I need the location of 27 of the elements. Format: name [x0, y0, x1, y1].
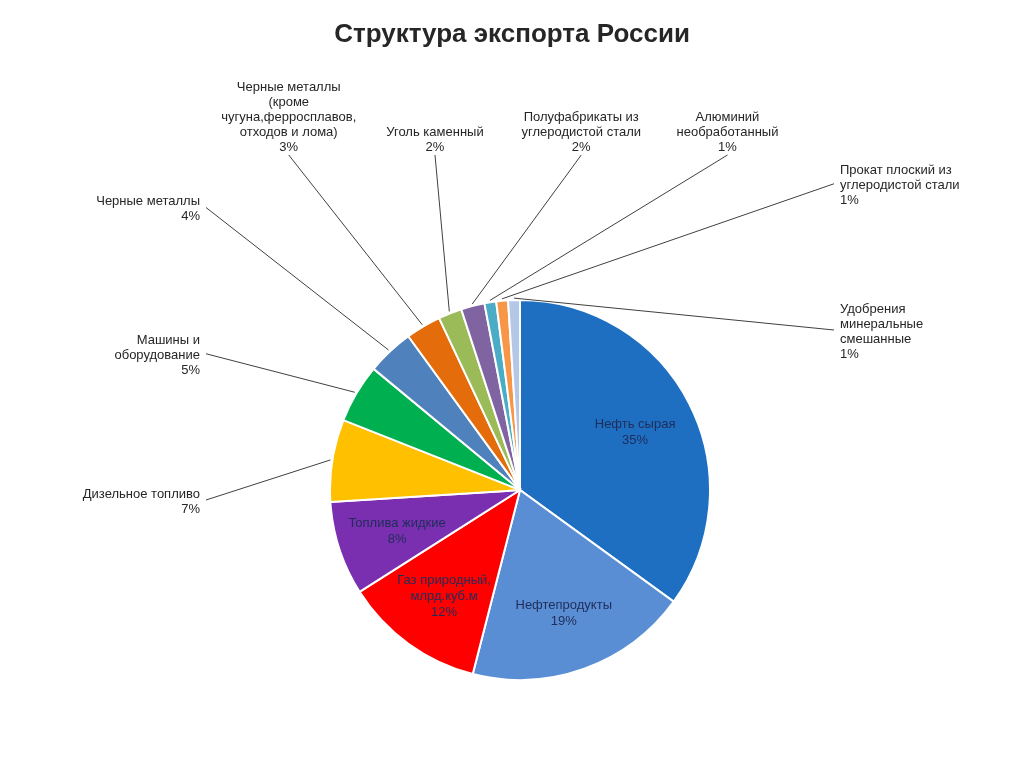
- slice-label: Полуфабрикаты из углеродистой стали: [521, 108, 642, 139]
- slice-label: Черные металлы (кроме чугуна,ферросплавов, отходов и лома): [221, 78, 357, 139]
- slice-label: Прокат плоский из углеродистой стали: [840, 161, 960, 192]
- data-label: 8%: [387, 530, 407, 546]
- slice-label: Машины и оборудование: [114, 331, 200, 362]
- slice-label: Нефть сырая: [594, 415, 676, 431]
- slice-label: Газ природный, млрд.куб.м: [397, 571, 491, 603]
- data-label: 1%: [840, 345, 860, 360]
- data-label: 3%: [279, 138, 299, 154]
- chart-title: Структура экспорта России: [333, 17, 691, 50]
- data-label: 2%: [425, 138, 445, 154]
- data-label: 19%: [550, 612, 578, 628]
- slice-label: Алюминий необработанный: [676, 108, 779, 139]
- slice-label: Дизельное топливо: [82, 485, 200, 500]
- slice-label: Топлива жидкие: [348, 514, 446, 530]
- data-label: 2%: [571, 138, 592, 154]
- slice-label: Черные металлы: [96, 192, 200, 208]
- data-label: 7%: [181, 500, 201, 515]
- data-label: 4%: [181, 207, 201, 223]
- data-label: 35%: [622, 431, 649, 447]
- slice-label: Нефтепродукты: [515, 596, 613, 612]
- slice-label: Уголь каменный: [386, 123, 484, 139]
- slice-label: Удобрения минеральные смешанные: [840, 300, 924, 345]
- data-label: 1%: [718, 138, 738, 154]
- data-label: 1%: [840, 191, 860, 207]
- data-label: 12%: [431, 603, 458, 619]
- data-label: 5%: [181, 361, 201, 377]
